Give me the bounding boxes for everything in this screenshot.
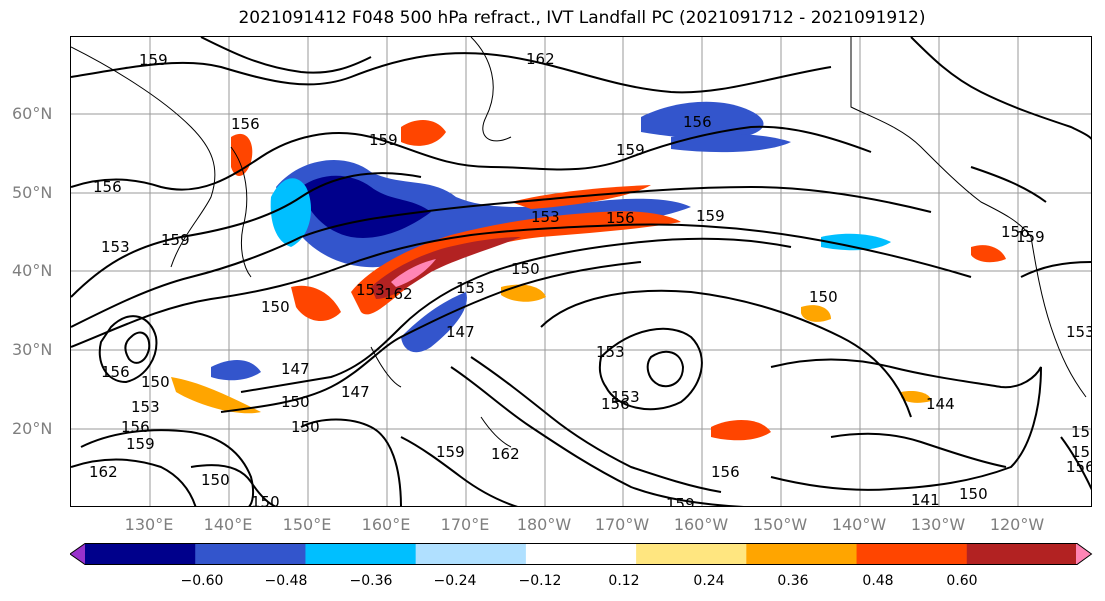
lon-label: 130°E [124, 515, 174, 534]
contour-label: 150 [251, 493, 280, 507]
colorbar-tick-label: −0.60 [180, 573, 224, 589]
contour-label: 162 [491, 445, 520, 463]
lat-label: 50°N [12, 183, 53, 202]
contour-label: 153 [611, 388, 640, 406]
contour-label: 153 [456, 279, 485, 297]
contour-label: 159 [126, 435, 155, 453]
map-title: 2021091412 F048 500 hPa refract., IVT La… [238, 8, 926, 28]
contour-label: 162 [384, 285, 413, 303]
coastlines [71, 37, 1087, 448]
lat-label: 30°N [12, 340, 53, 359]
colorbar-segment [415, 543, 527, 565]
contour-label: 156 [683, 113, 712, 131]
contour-label: 159 [369, 131, 398, 149]
contour-label: 144 [926, 395, 955, 413]
colorbar-outline [70, 543, 1093, 565]
contour-label: 156 [231, 115, 260, 133]
contour-label: 153 [596, 343, 625, 361]
gridlines [71, 37, 1091, 506]
colorbar-tick-label: −0.36 [349, 573, 393, 589]
lat-label: 60°N [12, 104, 53, 123]
colorbar-tick-label: 0.48 [862, 573, 894, 589]
contour-label: 150 [291, 418, 320, 436]
colorbar-tick-label: 0.12 [608, 573, 640, 589]
contour-label: 141 [911, 491, 940, 507]
contour-label: 150 [141, 373, 170, 391]
contour-label: 153 [531, 208, 560, 226]
contour-label: 150 [281, 393, 310, 411]
contour-label: 156 [121, 418, 150, 436]
lat-label: 20°N [12, 419, 53, 438]
colorbar-segment [85, 543, 196, 565]
colorbar-tick-label: 0.24 [693, 573, 725, 589]
lon-label: 140°W [831, 515, 887, 534]
contour-label: 156 [606, 209, 635, 227]
contour-label: 156 [601, 395, 630, 413]
contour-label: 159 [161, 231, 190, 249]
contour-label: 159 [666, 495, 695, 507]
contour-label: 156 [711, 463, 740, 481]
colorbar-segment [1076, 543, 1092, 565]
lat-label: 40°N [12, 261, 53, 280]
contour-label: 162 [89, 463, 118, 481]
contour-label: 147 [341, 383, 370, 401]
contour-label: 159 [616, 141, 645, 159]
contour-label: 156 [93, 178, 122, 196]
colorbar-segment [636, 543, 747, 565]
contour-label: 153 [131, 398, 160, 416]
lon-label: 160°E [361, 515, 411, 534]
contour-label: 162 [526, 50, 555, 68]
colorbar-tick-label: −0.24 [433, 573, 477, 589]
lon-label: 120°W [989, 515, 1045, 534]
lon-label: 170°W [594, 515, 650, 534]
contour-label: 147 [446, 323, 475, 341]
colorbar-segment [966, 543, 1078, 565]
lon-label: 150°W [752, 515, 808, 534]
colorbar-segment [305, 543, 417, 565]
contour-label: 159 [139, 51, 168, 69]
colorbar-tick-label: −0.48 [264, 573, 308, 589]
contour-label: 156 [1066, 458, 1092, 476]
map-canvas: 159 162 156 159 156 159 156 153 159 153 … [71, 37, 1092, 507]
contour-label: 150 [959, 485, 988, 503]
contour-label: 147 [281, 360, 310, 378]
height-contours [71, 37, 1091, 506]
colorbar-segment [746, 543, 858, 565]
contour-label: 159 [436, 443, 465, 461]
lon-label: 150°E [282, 515, 332, 534]
lon-label: 170°E [440, 515, 490, 534]
contour-label: 156 [1001, 223, 1030, 241]
colorbar-segment [70, 543, 86, 565]
contour-label: 150 [1071, 443, 1092, 461]
contour-label: 159 [1016, 228, 1045, 246]
shaded-anomalies [171, 101, 1006, 441]
contour-label: 150 [261, 298, 290, 316]
colorbar-segment [195, 543, 307, 565]
colorbar-segments [70, 543, 1093, 565]
lon-label: 160°W [673, 515, 729, 534]
contour-label: 150 [511, 260, 540, 278]
colorbar [70, 543, 1093, 565]
contour-label: 153 [101, 238, 130, 256]
contour-label: 153 [1071, 423, 1092, 441]
colorbar-tick-label: 0.36 [777, 573, 809, 589]
contour-label: 150 [201, 471, 230, 489]
contour-label: 150 [809, 288, 838, 306]
colorbar-tick-label: 0.60 [946, 573, 978, 589]
colorbar-tick-label: −0.12 [518, 573, 562, 589]
contour-label: 153 [1066, 323, 1092, 341]
contour-label: 156 [101, 363, 130, 381]
lon-label: 180°W [516, 515, 572, 534]
map-panel: 159 162 156 159 156 159 156 153 159 153 … [70, 36, 1092, 507]
colorbar-segment [856, 543, 968, 565]
contour-labels: 159 162 156 159 156 159 156 153 159 153 … [89, 50, 1092, 507]
contour-label: 159 [696, 207, 725, 225]
lon-label: 130°W [910, 515, 966, 534]
lon-label: 140°E [203, 515, 253, 534]
colorbar-segment [525, 543, 637, 565]
contour-label: 153 [356, 281, 385, 299]
